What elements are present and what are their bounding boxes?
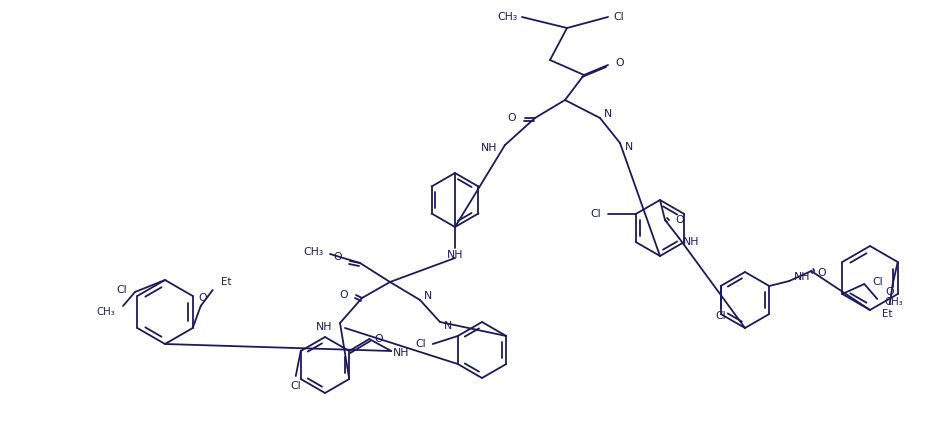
Text: CH₃: CH₃	[302, 247, 323, 257]
Text: Cl: Cl	[116, 285, 127, 295]
Text: NH: NH	[480, 143, 497, 153]
Text: CH₃: CH₃	[96, 307, 115, 317]
Text: NH: NH	[447, 250, 463, 260]
Text: Et: Et	[883, 309, 893, 319]
Text: NH: NH	[683, 237, 700, 247]
Text: O: O	[375, 334, 383, 344]
Text: O: O	[334, 252, 342, 262]
Text: CH₃: CH₃	[884, 297, 903, 307]
Text: O: O	[675, 215, 684, 225]
Text: Cl: Cl	[591, 209, 601, 219]
Text: NH: NH	[394, 348, 410, 358]
Text: Cl: Cl	[290, 381, 301, 391]
Text: N: N	[444, 321, 453, 331]
Text: Cl: Cl	[872, 277, 883, 287]
Text: O: O	[885, 287, 894, 297]
Text: N: N	[604, 109, 612, 119]
Text: N: N	[625, 142, 633, 152]
Text: O: O	[615, 58, 624, 68]
Text: Cl: Cl	[715, 311, 726, 321]
Text: O: O	[508, 113, 516, 123]
Text: Cl: Cl	[416, 339, 426, 349]
Text: Et: Et	[221, 277, 231, 287]
Text: Cl: Cl	[613, 12, 624, 22]
Text: O: O	[817, 268, 825, 278]
Text: O: O	[340, 290, 348, 300]
Text: NH: NH	[794, 272, 811, 282]
Text: CH₃: CH₃	[496, 12, 517, 22]
Text: O: O	[199, 293, 207, 303]
Text: N: N	[424, 291, 433, 301]
Text: NH: NH	[316, 322, 332, 332]
